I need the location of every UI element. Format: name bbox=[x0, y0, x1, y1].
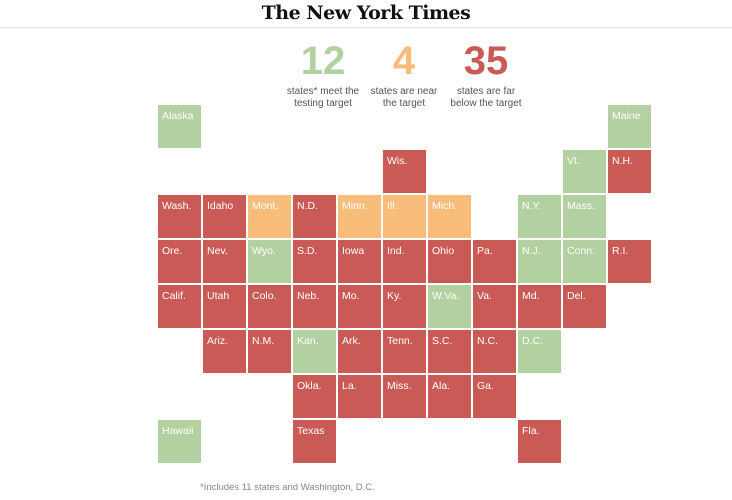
state-tile-mo: Mo. bbox=[338, 285, 381, 328]
stat-below: 35 states are far below the target bbox=[431, 40, 541, 110]
state-tile-calif: Calif. bbox=[158, 285, 201, 328]
stat-label-line2: below the target bbox=[450, 98, 522, 109]
state-tile-ny: N.Y. bbox=[518, 195, 561, 238]
state-tile-va: Va. bbox=[473, 285, 516, 328]
state-tile-miss: Miss. bbox=[383, 375, 426, 418]
state-tile-sd: S.D. bbox=[293, 240, 336, 283]
state-tile-kan: Kan. bbox=[293, 330, 336, 373]
state-tile-mass: Mass. bbox=[563, 195, 606, 238]
state-tile-colo: Colo. bbox=[248, 285, 291, 328]
state-tile-tenn: Tenn. bbox=[383, 330, 426, 373]
stat-label-line1: states are near bbox=[370, 86, 438, 97]
stat-label-line1: states* meet the bbox=[286, 86, 360, 97]
state-tile-ga: Ga. bbox=[473, 375, 516, 418]
state-tile-pa: Pa. bbox=[473, 240, 516, 283]
state-tile-ky: Ky. bbox=[383, 285, 426, 328]
state-tile-texas: Texas bbox=[293, 420, 336, 463]
state-tile-ri: R.I. bbox=[608, 240, 651, 283]
stat-near: 4 states are near the target bbox=[349, 40, 459, 110]
state-tile-conn: Conn. bbox=[563, 240, 606, 283]
state-tile-sc: S.C. bbox=[428, 330, 471, 373]
state-tile-nj: N.J. bbox=[518, 240, 561, 283]
state-tile-md: Md. bbox=[518, 285, 561, 328]
state-tile-mich: Mich. bbox=[428, 195, 471, 238]
stat-label-line2: the target bbox=[382, 98, 426, 109]
state-tile-ariz: Ariz. bbox=[203, 330, 246, 373]
state-tile-hawaii: Hawaii bbox=[158, 420, 201, 463]
state-tile-minn: Minn. bbox=[338, 195, 381, 238]
state-tile-nm: N.M. bbox=[248, 330, 291, 373]
state-tile-nd: N.D. bbox=[293, 195, 336, 238]
state-tile-ala: Ala. bbox=[428, 375, 471, 418]
state-tile-ill: Ill. bbox=[383, 195, 426, 238]
stat-meet: 12 states* meet the testing target bbox=[268, 40, 378, 110]
state-tile-dc: D.C. bbox=[518, 330, 561, 373]
state-tile-ohio: Ohio bbox=[428, 240, 471, 283]
stat-label-line1: states are far bbox=[456, 86, 516, 97]
nyt-logo: The New York Times bbox=[261, 2, 471, 24]
stat-value: 4 bbox=[392, 39, 416, 83]
state-tile-wva: W.Va. bbox=[428, 285, 471, 328]
stat-label-line2: testing target bbox=[294, 98, 352, 109]
state-tile-okla: Okla. bbox=[293, 375, 336, 418]
state-tile-ark: Ark. bbox=[338, 330, 381, 373]
state-tile-neb: Neb. bbox=[293, 285, 336, 328]
footnote: *Includes 11 states and Washington, D.C. bbox=[200, 482, 375, 493]
state-tile-wis: Wis. bbox=[383, 150, 426, 193]
masthead: The New York Times bbox=[0, 0, 732, 28]
stat-value: 35 bbox=[463, 39, 509, 83]
state-tile-alaska: Alaska bbox=[158, 105, 201, 148]
stat-value: 12 bbox=[300, 39, 346, 83]
state-tile-utah: Utah bbox=[203, 285, 246, 328]
state-tile-fla: Fla. bbox=[518, 420, 561, 463]
state-tile-ind: Ind. bbox=[383, 240, 426, 283]
state-tile-ore: Ore. bbox=[158, 240, 201, 283]
state-tile-vt: Vt. bbox=[563, 150, 606, 193]
state-tile-la: La. bbox=[338, 375, 381, 418]
state-tile-nev: Nev. bbox=[203, 240, 246, 283]
state-tile-iowa: Iowa bbox=[338, 240, 381, 283]
state-tile-idaho: Idaho bbox=[203, 195, 246, 238]
state-tile-del: Del. bbox=[563, 285, 606, 328]
state-tile-nc: N.C. bbox=[473, 330, 516, 373]
state-tile-wyo: Wyo. bbox=[248, 240, 291, 283]
state-tile-mont: Mont. bbox=[248, 195, 291, 238]
state-tile-maine: Maine bbox=[608, 105, 651, 148]
state-tile-wash: Wash. bbox=[158, 195, 201, 238]
state-tile-nh: N.H. bbox=[608, 150, 651, 193]
